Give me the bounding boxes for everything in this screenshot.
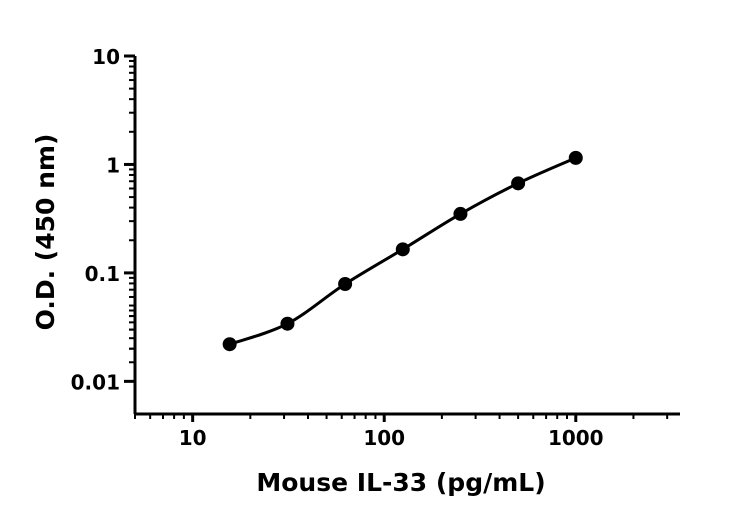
- data-point: [568, 150, 583, 165]
- y-tick-label: 0.01: [71, 370, 120, 394]
- data-point: [222, 337, 237, 352]
- data-points: [222, 150, 583, 352]
- y-tick-label: 10: [92, 45, 120, 69]
- data-point: [395, 242, 410, 257]
- y-tick-label: 1: [106, 153, 120, 177]
- y-axis: 0.01 0.1 1 10: [71, 45, 137, 414]
- data-point: [453, 206, 468, 221]
- x-tick-label: 1000: [548, 426, 604, 450]
- y-axis-label: O.D. (450 nm): [31, 134, 60, 331]
- data-point: [338, 277, 353, 292]
- y-tick-label: 0.1: [85, 262, 120, 286]
- x-tick-label: 10: [179, 426, 207, 450]
- data-point: [280, 316, 295, 331]
- x-axis-label: Mouse IL-33 (pg/mL): [256, 468, 545, 497]
- data-point: [511, 176, 526, 191]
- x-axis: 10 100 1000: [134, 412, 680, 450]
- x-tick-label: 100: [363, 426, 405, 450]
